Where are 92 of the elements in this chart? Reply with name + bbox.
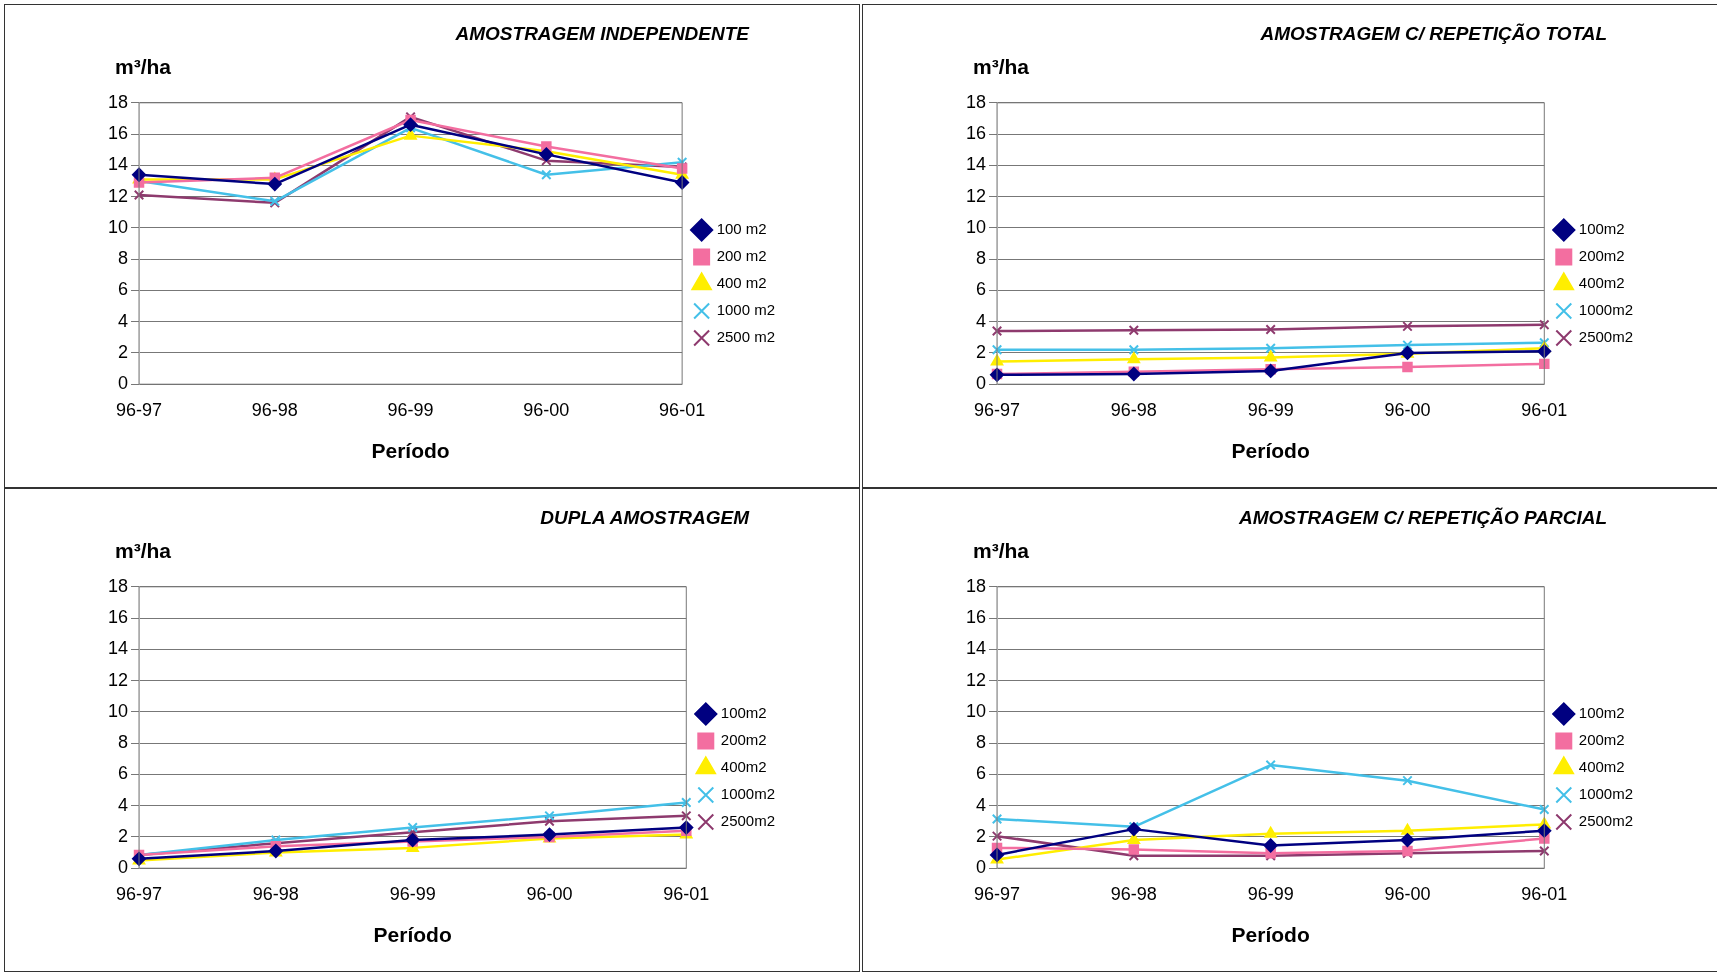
y-axis-title: m³/ha <box>115 55 172 79</box>
y-tick-label: 0 <box>976 857 987 878</box>
y-tick-label: 6 <box>118 279 129 300</box>
legend-label: 100m2 <box>720 704 767 722</box>
x-tick-label: 96-00 <box>523 399 570 420</box>
x-tick-label: 96-00 <box>526 883 573 904</box>
y-tick-label: 18 <box>107 575 129 596</box>
x-axis-title: Período <box>1231 439 1310 463</box>
y-tick-label: 2 <box>118 825 129 846</box>
x-axis-title: Período <box>1231 923 1310 947</box>
y-tick-label: 0 <box>976 373 987 394</box>
legend-label: 400m2 <box>1578 758 1625 776</box>
y-tick-label: 2 <box>976 341 987 362</box>
y-tick-label: 4 <box>118 310 129 331</box>
y-tick-label: 14 <box>107 154 129 175</box>
y-tick-label: 14 <box>107 638 129 659</box>
y-tick-label: 16 <box>965 607 987 628</box>
y-tick-label: 14 <box>965 154 987 175</box>
y-tick-label: 18 <box>965 91 987 112</box>
legend-label: 400m2 <box>720 758 767 776</box>
y-tick-label: 16 <box>107 123 129 144</box>
x-tick-label: 96-01 <box>663 883 710 904</box>
legend-label: 100m2 <box>1578 220 1625 238</box>
legend-label: 400m2 <box>1578 274 1625 292</box>
y-tick-label: 10 <box>107 216 129 237</box>
x-tick-label: 96-98 <box>251 399 298 420</box>
y-tick-label: 8 <box>976 248 987 269</box>
y-tick-label: 2 <box>118 341 129 362</box>
legend-label: 400 m2 <box>716 274 767 292</box>
x-tick-label: 96-98 <box>252 883 299 904</box>
chart-title: AMOSTRAGEM C/ REPETIÇÃO PARCIAL <box>1238 507 1607 529</box>
x-axis-title: Período <box>371 439 450 463</box>
x-axis-title: Período <box>373 923 452 947</box>
x-tick-label: 96-99 <box>387 399 434 420</box>
y-tick-label: 10 <box>965 216 987 237</box>
x-tick-label: 96-99 <box>1247 883 1294 904</box>
chart-title: AMOSTRAGEM C/ REPETIÇÃO TOTAL <box>1260 23 1607 45</box>
y-tick-label: 6 <box>118 763 129 784</box>
legend-label: 2500m2 <box>720 812 776 830</box>
y-tick-label: 4 <box>976 310 987 331</box>
legend-label: 100m2 <box>1578 704 1625 722</box>
legend-label: 1000m2 <box>720 785 776 803</box>
legend-label: 1000m2 <box>1578 785 1634 803</box>
y-axis-title: m³/ha <box>115 539 172 563</box>
y-tick-label: 6 <box>976 763 987 784</box>
x-tick-label: 96-01 <box>659 399 706 420</box>
chart-title: AMOSTRAGEM INDEPENDENTE <box>455 23 749 45</box>
y-tick-label: 8 <box>118 248 129 269</box>
legend-label: 2500 m2 <box>716 328 775 346</box>
y-tick-label: 16 <box>965 123 987 144</box>
y-tick-label: 4 <box>976 794 987 815</box>
y-tick-label: 8 <box>118 732 129 753</box>
x-tick-label: 96-97 <box>116 883 163 904</box>
legend-label: 200m2 <box>1578 247 1625 265</box>
y-tick-label: 16 <box>107 607 129 628</box>
y-tick-label: 10 <box>107 700 129 721</box>
y-tick-label: 12 <box>107 185 129 206</box>
y-tick-label: 6 <box>976 279 987 300</box>
y-tick-label: 10 <box>965 700 987 721</box>
y-axis-title: m³/ha <box>973 55 1030 79</box>
x-tick-label: 96-97 <box>116 399 163 420</box>
y-tick-label: 14 <box>965 638 987 659</box>
y-tick-label: 18 <box>965 575 987 596</box>
x-tick-label: 96-00 <box>1384 883 1431 904</box>
x-tick-label: 96-98 <box>1110 883 1157 904</box>
y-tick-label: 0 <box>118 373 129 394</box>
y-tick-label: 2 <box>976 825 987 846</box>
y-tick-label: 12 <box>965 185 987 206</box>
chart-title: DUPLA AMOSTRAGEM <box>540 507 749 529</box>
x-tick-label: 96-01 <box>1521 883 1568 904</box>
legend-label: 2500m2 <box>1578 812 1634 830</box>
x-tick-label: 96-97 <box>974 883 1021 904</box>
legend-label: 1000 m2 <box>716 301 775 319</box>
legend-label: 1000m2 <box>1578 301 1634 319</box>
legend-label: 2500m2 <box>1578 328 1634 346</box>
y-tick-label: 0 <box>118 857 129 878</box>
legend-label: 200m2 <box>1578 731 1625 749</box>
x-tick-label: 96-98 <box>1110 399 1157 420</box>
x-tick-label: 96-99 <box>1247 399 1294 420</box>
y-tick-label: 8 <box>976 732 987 753</box>
y-axis-title: m³/ha <box>973 539 1030 563</box>
y-tick-label: 4 <box>118 794 129 815</box>
x-tick-label: 96-00 <box>1384 399 1431 420</box>
legend-label: 200 m2 <box>716 247 767 265</box>
x-tick-label: 96-97 <box>974 399 1021 420</box>
legend-label: 100 m2 <box>716 220 767 238</box>
y-tick-label: 12 <box>965 669 987 690</box>
y-tick-label: 12 <box>107 669 129 690</box>
x-tick-label: 96-01 <box>1521 399 1568 420</box>
x-tick-label: 96-99 <box>389 883 436 904</box>
y-tick-label: 18 <box>107 91 129 112</box>
legend-label: 200m2 <box>720 731 767 749</box>
